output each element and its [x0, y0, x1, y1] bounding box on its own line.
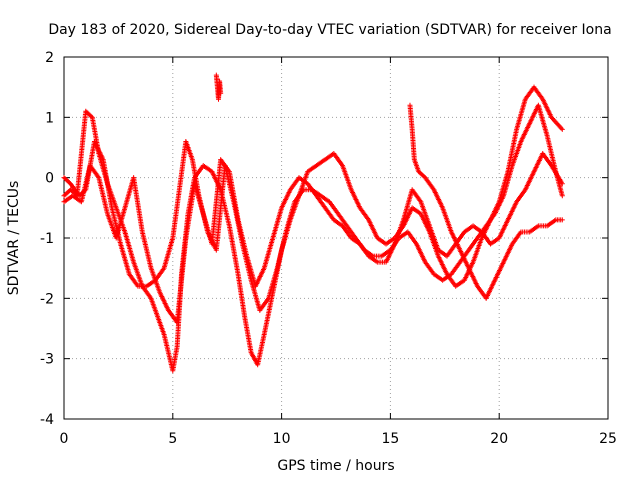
x-tick-label: 0 — [60, 431, 69, 447]
y-tick-label: 1 — [45, 110, 54, 126]
y-tick-label: -3 — [40, 352, 54, 368]
x-tick-label: 25 — [599, 431, 617, 447]
data-point — [559, 217, 565, 223]
data-point — [218, 90, 224, 96]
series-trace-d — [407, 102, 565, 301]
x-tick-label: 5 — [168, 431, 177, 447]
y-tick-label: 0 — [45, 171, 54, 187]
series-trace-b — [61, 102, 565, 313]
data-point — [559, 126, 565, 132]
series-trace-e — [213, 72, 224, 102]
x-tick-labels: 0 5 10 15 20 25 — [60, 431, 617, 447]
data-point — [559, 193, 565, 199]
y-tick-label: 2 — [45, 50, 54, 66]
data-point-marker — [88, 113, 94, 119]
y-tick-label: -4 — [40, 412, 54, 428]
x-tick-label: 20 — [490, 431, 508, 447]
data-point — [559, 181, 565, 187]
plot-frame — [63, 56, 609, 420]
y-tick-labels: -4 -3 -2 -1 0 1 2 — [40, 50, 54, 428]
x-axis-label: GPS time / hours — [277, 458, 394, 474]
y-tick-label: -2 — [40, 291, 54, 307]
chart-title: Day 183 of 2020, Sidereal Day-to-day VTE… — [48, 22, 611, 38]
series-trace-c — [61, 151, 565, 325]
y-tick-label: -1 — [40, 231, 54, 247]
y-axis-label: SDTVAR / TECUs — [6, 181, 22, 296]
x-tick-label: 10 — [273, 431, 291, 447]
x-tick-label: 15 — [381, 431, 399, 447]
series-trace-a — [61, 84, 565, 374]
data-points — [61, 72, 565, 374]
